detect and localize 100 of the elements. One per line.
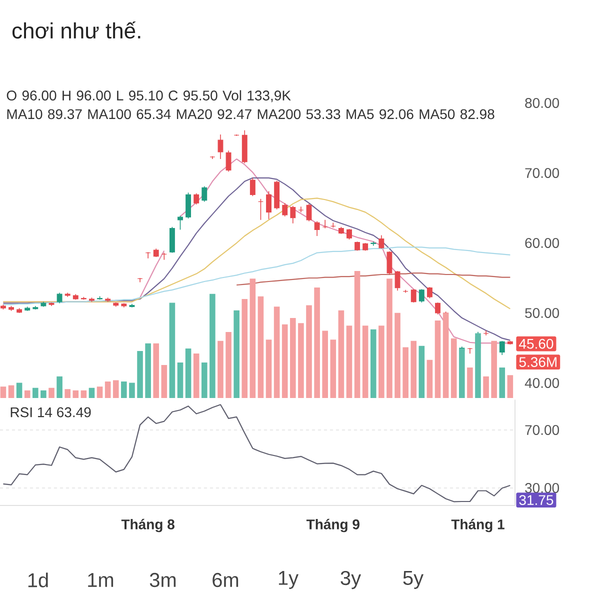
bar <box>64 389 70 398</box>
bar <box>56 376 62 398</box>
bar <box>8 385 14 398</box>
candlestick <box>218 134 224 160</box>
bar <box>161 364 168 398</box>
candlestick <box>306 203 312 222</box>
candlestick <box>394 270 400 292</box>
candlestick <box>210 156 216 160</box>
candlestick <box>250 178 256 197</box>
candlestick <box>186 192 192 219</box>
y-tick-label: 70.00 <box>525 425 560 435</box>
bar <box>282 324 288 398</box>
bar <box>274 306 280 398</box>
bar <box>193 354 200 398</box>
text: 1m <box>88 573 114 587</box>
bar <box>491 340 497 398</box>
bar <box>306 305 312 398</box>
text: 3m <box>150 572 176 588</box>
bar <box>499 368 506 398</box>
text: 31.75 <box>519 495 554 506</box>
bar <box>80 390 87 398</box>
bar <box>177 362 184 398</box>
candlestick <box>145 252 151 259</box>
bar <box>145 343 151 398</box>
y-tick-label: 60.00 <box>525 238 560 248</box>
bar <box>121 381 127 398</box>
annotation: MA10 89.37 MA100 65.34 MA20 92.47 MA200 53.33 MA5 92.06 MA50 82.98 <box>7 109 494 120</box>
bar <box>129 382 135 398</box>
y-tick-label: 40.00 <box>524 378 560 388</box>
bar <box>450 338 457 398</box>
annotation: RSI 14 63.49 <box>10 407 91 418</box>
candlestick <box>258 198 264 220</box>
bar <box>507 375 514 398</box>
bar <box>298 323 304 398</box>
bar <box>40 390 46 398</box>
bar <box>346 326 352 398</box>
bar <box>434 320 441 398</box>
bar <box>24 390 30 398</box>
bar <box>322 330 328 398</box>
bar <box>16 382 22 398</box>
candlestick <box>386 251 392 275</box>
bar <box>137 351 143 398</box>
text: 5y <box>403 571 424 589</box>
chart-title: chơi như thế. <box>12 21 140 39</box>
bar <box>386 278 392 398</box>
bar <box>467 368 473 398</box>
candlestick <box>483 330 489 336</box>
bar <box>88 388 95 398</box>
bar <box>459 348 465 398</box>
bar <box>48 388 54 398</box>
bar <box>234 310 240 398</box>
bar <box>314 288 320 398</box>
bar <box>418 346 425 398</box>
candlestick <box>137 278 143 283</box>
candlestick <box>226 150 232 172</box>
text: 1d <box>28 572 48 588</box>
candlestick <box>330 222 336 228</box>
bar <box>0 386 6 398</box>
text: O 96.00 H 96.00 L 95.10 C 95.50 Vol 133,9K <box>6 90 291 102</box>
bar <box>210 294 216 398</box>
text: 3y <box>340 570 362 590</box>
bar <box>185 348 192 398</box>
bar <box>354 271 360 398</box>
bar <box>266 340 272 398</box>
candlestick <box>202 186 208 202</box>
bar <box>410 340 417 398</box>
y-tick-label: 70.00 <box>525 168 560 178</box>
bar <box>338 310 344 398</box>
bar <box>112 380 119 398</box>
line-series <box>2 404 511 502</box>
bar <box>378 326 384 398</box>
candlestick <box>435 302 440 315</box>
candlestick <box>378 234 384 250</box>
x-tick-label: Tháng 8 <box>121 518 174 532</box>
bar <box>290 318 296 398</box>
bar <box>370 329 376 398</box>
candlestick <box>282 202 288 217</box>
y-tick-label: 30.00 <box>525 483 560 493</box>
candlestick <box>178 215 183 230</box>
text: 5.36M <box>519 357 556 368</box>
bar <box>72 390 79 398</box>
candlestick <box>298 206 304 213</box>
bar <box>226 332 232 398</box>
candlestick <box>467 348 473 354</box>
text: 1y <box>278 571 299 589</box>
bar <box>201 362 208 398</box>
bar <box>169 302 176 398</box>
candlestick <box>346 228 352 240</box>
bar <box>242 298 248 398</box>
candlestick <box>322 220 328 229</box>
candlestick <box>194 192 200 205</box>
annotation: 45.60 <box>519 338 554 349</box>
x-tick-label: Tháng 1 <box>451 518 504 532</box>
bar <box>218 340 224 398</box>
candlestick <box>290 206 296 224</box>
candlestick <box>266 190 272 220</box>
candlestick <box>56 292 62 304</box>
x-tick-label: Tháng 9 <box>306 518 360 532</box>
bar <box>362 326 368 398</box>
candlestick <box>410 288 416 303</box>
